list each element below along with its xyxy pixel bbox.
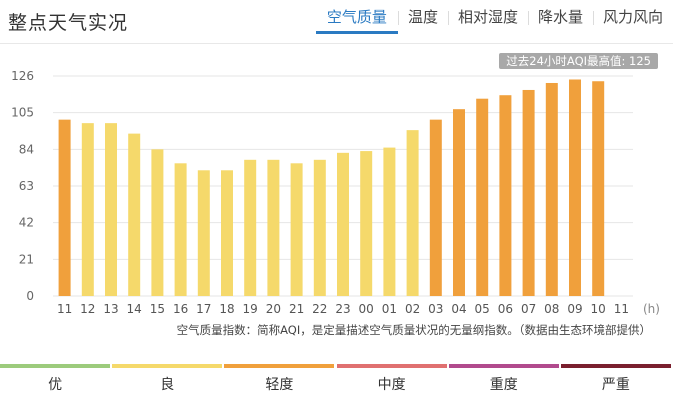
aqi-bar [499,95,512,296]
tab-temperature[interactable]: 温度 [397,6,448,34]
aqi-level-legend: 优 良 轻度 中度 重度 严重 [0,364,673,403]
aqi-bar [383,147,396,296]
header-divider [0,43,673,44]
x-tick-label: 04 [451,302,466,316]
aqi-bar [151,149,164,296]
y-tick-label: 105 [11,106,34,120]
x-tick-label: 05 [475,302,490,316]
aqi-bar [58,119,71,297]
legend-color-bar [0,364,111,368]
y-tick-label: 126 [11,69,34,83]
aqi-bar [406,130,419,296]
legend-label: 优 [48,377,63,393]
y-tick-label: 21 [19,252,34,266]
y-tick-label: 42 [19,216,34,230]
x-tick-label: 11 [614,302,629,316]
tab-air-quality[interactable]: 空气质量 [315,6,398,34]
aqi-bar [81,123,94,297]
tab-precipitation[interactable]: 降水量 [527,6,593,34]
legend-label: 严重 [601,377,630,393]
x-tick-label: 12 [80,302,95,316]
x-tick-label: 06 [498,302,513,316]
legend-item: 良 [112,364,223,403]
y-tick-label: 63 [19,179,34,193]
legend-label: 重度 [489,377,518,393]
x-tick-label: 02 [405,302,420,316]
aqi-bar [290,163,303,296]
x-tick-label: 20 [266,302,281,316]
legend-label: 轻度 [265,377,294,393]
header: 整点天气实况 空气质量 温度 相对湿度 降水量 风力风向 [0,0,673,40]
x-tick-label: 22 [312,302,327,316]
legend-item: 中度 [336,364,447,403]
x-tick-label: 07 [521,302,536,316]
x-tick-label: 10 [591,302,606,316]
aqi-bar [174,163,187,296]
x-tick-label: 11 [57,302,72,316]
legend-label: 中度 [377,377,406,393]
x-tick-label: 00 [359,302,374,316]
aqi-bar [197,170,210,296]
x-tick-label: 23 [335,302,350,316]
x-unit-label: (h) [643,302,660,316]
y-tick-label: 84 [19,142,34,156]
legend-item: 严重 [560,364,671,403]
aqi-bar [313,159,326,296]
x-tick-label: 21 [289,302,304,316]
aqi-bar [545,82,558,296]
x-tick-label: 18 [219,302,234,316]
tab-bar: 空气质量 温度 相对湿度 降水量 风力风向 [315,6,673,40]
aqi-bar [476,98,489,296]
aqi-bar [592,81,605,296]
legend-item: 轻度 [224,364,335,403]
aqi-bar [244,159,257,296]
aqi-bar [360,151,373,296]
tab-humidity[interactable]: 相对湿度 [447,6,528,34]
max-aqi-badge: 过去24小时AQI最高值: 125 [499,53,658,69]
legend-color-bar [336,364,447,368]
aqi-bar [267,159,280,296]
x-tick-label: 01 [382,302,397,316]
legend-label: 良 [160,377,175,393]
page-title: 整点天气实况 [8,12,129,34]
x-tick-label: 14 [127,302,142,316]
legend-item: 优 [0,364,111,403]
aqi-bar [105,123,117,297]
aqi-bar [221,170,233,296]
y-tick-label: 0 [26,289,34,303]
chart-note: 空气质量指数：简称AQI，是定量描述空气质量状况的无量纲指数。（数据由生态环境部… [176,323,651,337]
tab-wind[interactable]: 风力风向 [592,6,673,34]
legend-color-bar [560,364,671,368]
x-tick-label: 15 [150,302,165,316]
aqi-bar [522,89,535,296]
aqi-bar-chart: 0 21 42 63 84 105 126 11 12 13 14 15 16 17 18 19 20 21 22 2… [11,69,660,316]
aqi-bar [453,109,465,296]
legend-item: 重度 [448,364,559,403]
aqi-bar [569,79,581,296]
legend-color-bar [112,364,223,368]
x-tick-label: 19 [243,302,258,316]
x-tick-label: 16 [173,302,188,316]
x-tick-label: 08 [544,302,559,316]
aqi-bar [128,133,141,296]
x-tick-label: 09 [567,302,582,316]
x-tick-label: 13 [103,302,118,316]
aqi-bar [337,152,349,296]
x-tick-label: 17 [196,302,211,316]
aqi-bar [429,119,442,297]
x-tick-label: 03 [428,302,443,316]
legend-color-bar [448,364,559,368]
legend-color-bar [224,364,335,368]
